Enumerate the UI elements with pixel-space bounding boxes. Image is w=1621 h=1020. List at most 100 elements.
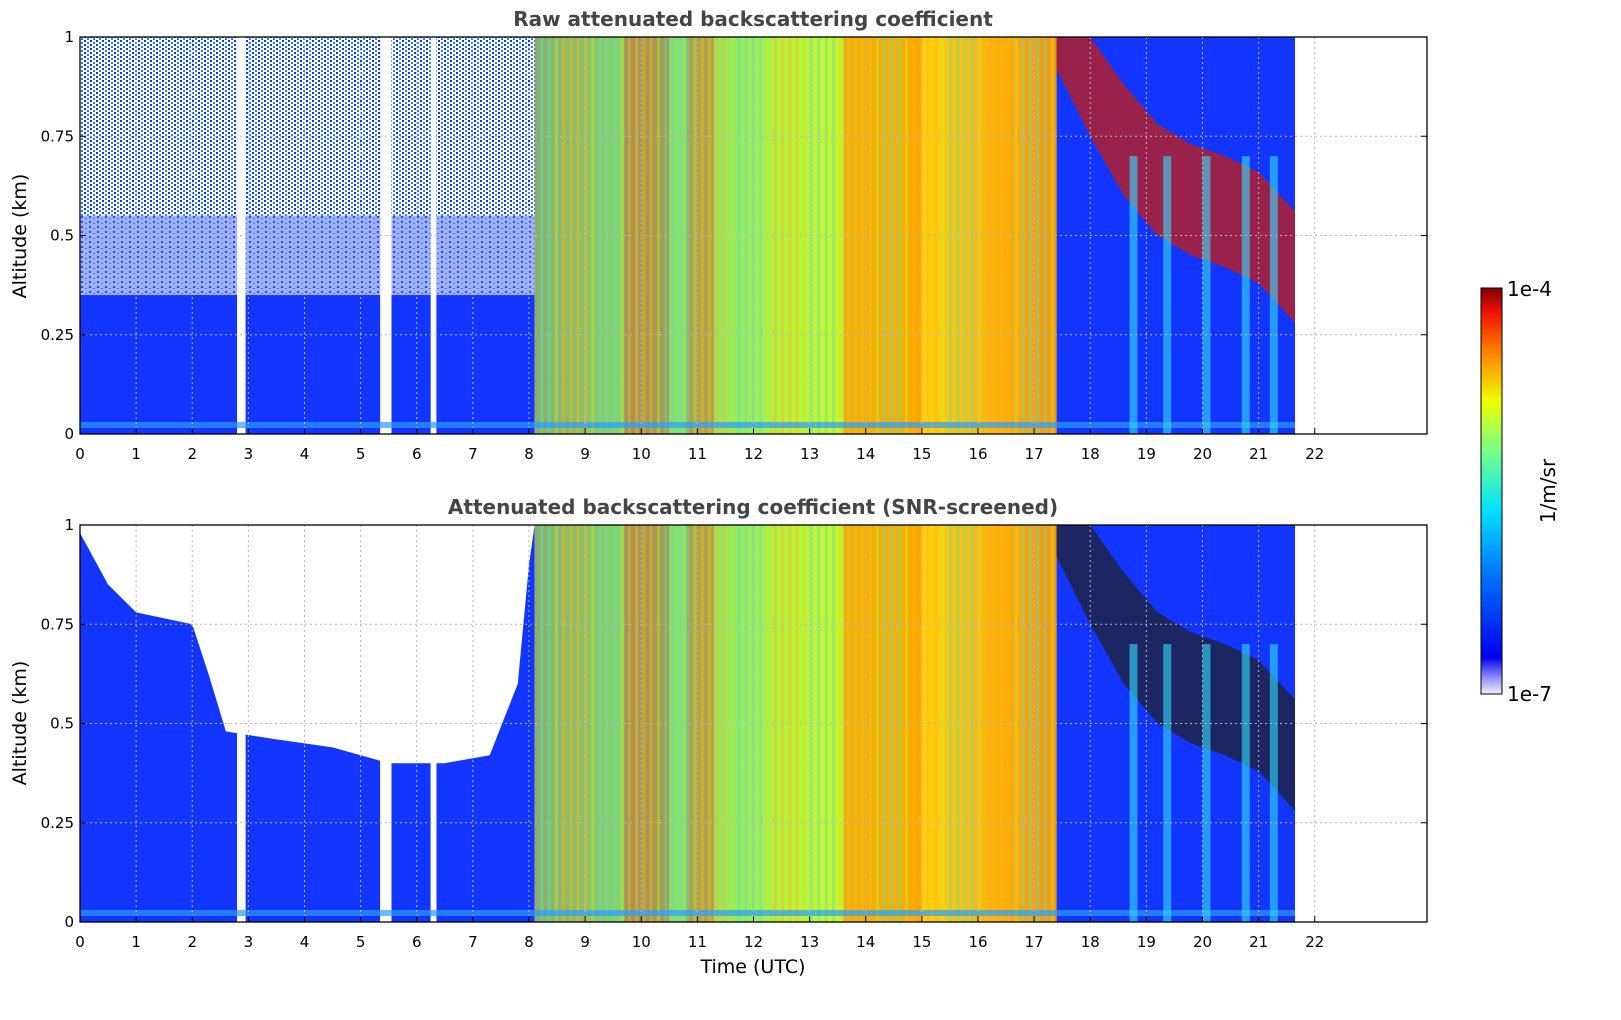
colorbar-min-label: 1e-7 (1507, 682, 1552, 706)
heatmap-streak (788, 525, 792, 922)
screened-backscatter-panel: Attenuated backscattering coefficient (S… (9, 495, 1428, 978)
raw-y-ticks: 0 0.25 0.5 0.75 1 (41, 28, 1427, 443)
heatmap-streak (547, 37, 551, 434)
x-tick-label: 11 (688, 933, 707, 951)
x-tick-label: 13 (800, 445, 819, 463)
x-tick-label: 15 (912, 445, 931, 463)
heatmap-streak (751, 37, 755, 434)
heatmap-streak (1202, 156, 1211, 434)
x-tick-label: 16 (968, 933, 987, 951)
x-tick-label: 17 (1025, 445, 1044, 463)
heatmap-streak (751, 525, 755, 922)
heatmap-streak (897, 525, 901, 922)
heatmap-streak (912, 525, 916, 922)
heatmap-streak (766, 37, 770, 434)
heatmap-streak (861, 525, 865, 922)
screened-panel-title: Attenuated backscattering coefficient (S… (448, 495, 1058, 519)
heatmap-noise (245, 37, 381, 216)
heatmap-streak (642, 525, 646, 922)
heatmap-streak (605, 525, 609, 922)
x-tick-label: 6 (412, 933, 422, 951)
raw-backscatter-panel: Raw attenuated backscattering coefficien… (9, 7, 1428, 463)
x-tick-label: 0 (75, 933, 85, 951)
heatmap-streak (613, 37, 617, 434)
heatmap-streak (627, 525, 631, 922)
heatmap-streak (897, 37, 901, 434)
y-tick-label: 0.5 (50, 227, 74, 245)
x-tick-label: 6 (412, 445, 422, 463)
heatmap-streak (722, 525, 726, 922)
colorbar-unit-label: 1/m/sr (1536, 458, 1560, 523)
x-tick-label: 2 (187, 445, 197, 463)
y-tick-label: 0.75 (41, 615, 74, 633)
x-tick-label: 18 (1081, 933, 1100, 951)
x-tick-label: 9 (580, 933, 590, 951)
screened-y-ticks: 0 0.25 0.5 0.75 1 (41, 516, 1427, 931)
screened-mask (80, 525, 535, 764)
heatmap-streak (970, 37, 974, 434)
colorbar-max-label: 1e-4 (1507, 277, 1552, 301)
screened-heatmap (80, 525, 1427, 922)
x-tick-label: 15 (912, 933, 931, 951)
heatmap-streak (1036, 37, 1040, 434)
heatmap-streak (656, 37, 660, 434)
cloud-layer (1056, 37, 1296, 323)
heatmap-streak (941, 37, 945, 434)
heatmap-streak (766, 525, 770, 922)
heatmap-streak (992, 37, 996, 434)
x-tick-label: 1 (131, 933, 141, 951)
heatmap-streak (802, 525, 806, 922)
heatmap-streak (875, 37, 879, 434)
heatmap-streak (591, 37, 595, 434)
heatmap-streak (1129, 156, 1138, 434)
heatmap-streak (1269, 644, 1278, 922)
heatmap-noise (391, 215, 431, 296)
x-tick-label: 11 (688, 445, 707, 463)
surface-layer (80, 910, 1296, 916)
heatmap-streak (737, 525, 741, 922)
heatmap-streak (693, 37, 697, 434)
heatmap-streak (941, 525, 945, 922)
heatmap-noise (80, 37, 238, 216)
heatmap-streak (1163, 156, 1172, 434)
x-tick-label: 14 (856, 933, 875, 951)
heatmap-streak (781, 525, 785, 922)
heatmap-streak (686, 525, 690, 922)
x-tick-label: 14 (856, 445, 875, 463)
x-tick-label: 17 (1025, 933, 1044, 951)
x-tick-label: 7 (468, 445, 478, 463)
heatmap-streak (1050, 525, 1054, 922)
raw-y-axis-label: Altitude (km) (9, 174, 31, 299)
heatmap-streak (1241, 644, 1250, 922)
x-tick-label: 12 (744, 933, 763, 951)
heatmap-streak (693, 525, 697, 922)
heatmap-noise (436, 215, 535, 296)
heatmap-streak (627, 37, 631, 434)
heatmap-streak (795, 525, 799, 922)
heatmap-streak (861, 37, 865, 434)
heatmap-streak (795, 37, 799, 434)
y-tick-label: 0 (64, 913, 74, 931)
x-tick-label: 10 (632, 933, 651, 951)
heatmap-streak (912, 37, 916, 434)
heatmap-streak (562, 37, 566, 434)
raw-panel-title: Raw attenuated backscattering coefficien… (513, 7, 993, 31)
heatmap-streak (978, 525, 981, 922)
x-tick-label: 3 (244, 933, 254, 951)
surface-layer (80, 422, 1296, 428)
heatmap-noise (80, 215, 238, 296)
y-tick-label: 0.25 (41, 326, 74, 344)
heatmap-streak (1007, 525, 1011, 922)
x-tick-label: 16 (968, 445, 987, 463)
heatmap-streak (562, 525, 566, 922)
heatmap-streak (613, 525, 617, 922)
heatmap-streak (1050, 37, 1054, 434)
heatmap-streak (817, 37, 821, 434)
heatmap-gap (430, 525, 437, 922)
heatmap-streak (832, 525, 836, 922)
heatmap-streak (788, 37, 792, 434)
heatmap-streak (642, 37, 646, 434)
heatmap-streak (605, 37, 609, 434)
x-tick-label: 5 (356, 445, 366, 463)
heatmap-streak (722, 37, 726, 434)
